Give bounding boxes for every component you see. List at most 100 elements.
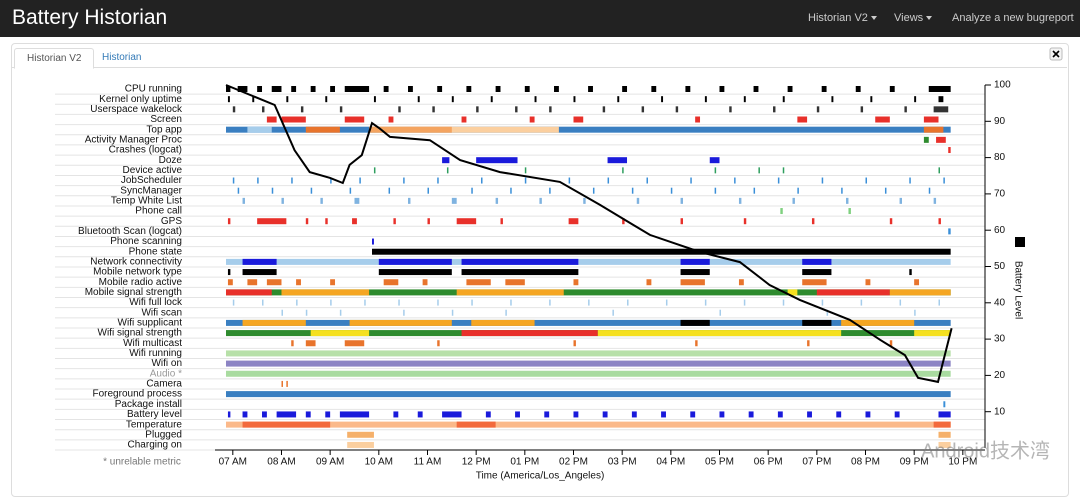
event-segment — [889, 340, 893, 347]
event-segment — [821, 177, 824, 184]
event-segment — [437, 340, 440, 347]
event-segment — [226, 258, 951, 265]
row-label: Mobile radio active — [99, 277, 183, 288]
event-segment — [680, 258, 710, 265]
event-segment — [904, 106, 907, 113]
event-segment — [466, 279, 491, 286]
event-segment — [816, 289, 890, 296]
close-icon[interactable] — [1052, 50, 1060, 58]
event-segment — [631, 187, 634, 194]
event-segment — [846, 197, 849, 204]
event-segment — [909, 269, 912, 276]
event-segment — [738, 279, 744, 286]
nav-menu[interactable]: Views — [894, 12, 932, 24]
x-tick-label: 08 PM — [851, 457, 880, 468]
event-segment — [743, 299, 746, 306]
event-segment — [330, 299, 332, 306]
row-label: Temperature — [126, 419, 183, 430]
event-segment — [226, 319, 951, 326]
event-segment — [938, 218, 941, 225]
event-segment — [651, 86, 657, 92]
event-segment — [515, 106, 518, 113]
event-segment — [573, 96, 576, 103]
event-segment — [690, 411, 696, 418]
event-segment — [471, 299, 473, 306]
tab[interactable]: Historian V2 — [14, 48, 95, 69]
x-tick-label: 09 PM — [900, 457, 929, 468]
event-segment — [476, 106, 479, 113]
event-segment — [310, 330, 370, 337]
event-segment — [743, 96, 746, 103]
event-segment — [276, 411, 297, 418]
event-segment — [237, 187, 240, 194]
tab[interactable]: Historian — [102, 52, 142, 63]
event-segment — [719, 309, 721, 316]
event-segment — [928, 86, 951, 92]
row-label: Foreground process — [93, 389, 183, 400]
row-label: Network connectivity — [90, 257, 182, 268]
event-segment — [242, 258, 277, 265]
event-segment — [923, 136, 929, 143]
event-segment — [675, 106, 679, 113]
event-segment — [505, 279, 525, 286]
event-segment — [758, 167, 760, 174]
event-segment — [495, 86, 501, 92]
event-segment — [437, 299, 439, 306]
event-segment — [437, 177, 439, 184]
event-segment — [369, 126, 559, 133]
event-segment — [597, 330, 842, 337]
event-segment — [753, 86, 759, 92]
event-segment — [729, 106, 732, 113]
event-segment — [451, 197, 457, 204]
footnote: * unrelable metric — [103, 457, 181, 468]
event-segment — [627, 299, 629, 306]
event-segment — [320, 197, 323, 204]
event-segment — [378, 258, 452, 265]
event-segment — [403, 177, 405, 184]
event-segment — [661, 411, 666, 418]
x-axis-title: Time (America/Los_Angeles) — [476, 471, 605, 482]
event-segment — [622, 218, 625, 225]
nav-link[interactable]: Analyze a new bugreport — [952, 12, 1074, 24]
y2-tick-label: 20 — [994, 370, 1006, 381]
event-segment — [305, 340, 316, 347]
event-segment — [841, 319, 915, 326]
event-segment — [266, 279, 282, 286]
event-segment — [811, 218, 815, 225]
event-segment — [612, 309, 614, 316]
event-segment — [592, 187, 595, 194]
event-segment — [369, 126, 452, 133]
event-segment — [549, 299, 551, 306]
event-segment — [461, 116, 467, 123]
event-segment — [242, 269, 277, 276]
event-segment — [787, 289, 798, 296]
event-segment — [524, 167, 527, 174]
event-segment — [914, 309, 916, 316]
event-segment — [748, 411, 754, 418]
event-segment — [515, 411, 520, 418]
close-button[interactable] — [1049, 47, 1063, 61]
event-segment — [554, 86, 559, 92]
event-segment — [690, 177, 692, 184]
event-segment — [330, 279, 336, 286]
panel — [11, 43, 1069, 497]
event-segment — [393, 218, 396, 225]
event-segment — [738, 197, 742, 204]
x-tick-label: 04 PM — [656, 457, 685, 468]
event-segment — [680, 218, 683, 225]
event-segment — [826, 309, 829, 316]
event-segment — [802, 319, 832, 326]
event-segment — [875, 116, 890, 123]
event-segment — [388, 116, 394, 123]
event-segment — [870, 96, 873, 103]
event-segment — [583, 197, 586, 204]
event-segment — [432, 106, 435, 113]
event-segment — [743, 218, 747, 225]
row-label: Activity Manager Proc — [85, 134, 182, 145]
event-segment — [481, 177, 483, 184]
event-segment — [471, 187, 473, 194]
event-segment — [524, 86, 530, 92]
event-segment — [373, 96, 376, 103]
nav-menu[interactable]: Historian V2 — [808, 12, 877, 24]
event-segment — [607, 177, 610, 184]
